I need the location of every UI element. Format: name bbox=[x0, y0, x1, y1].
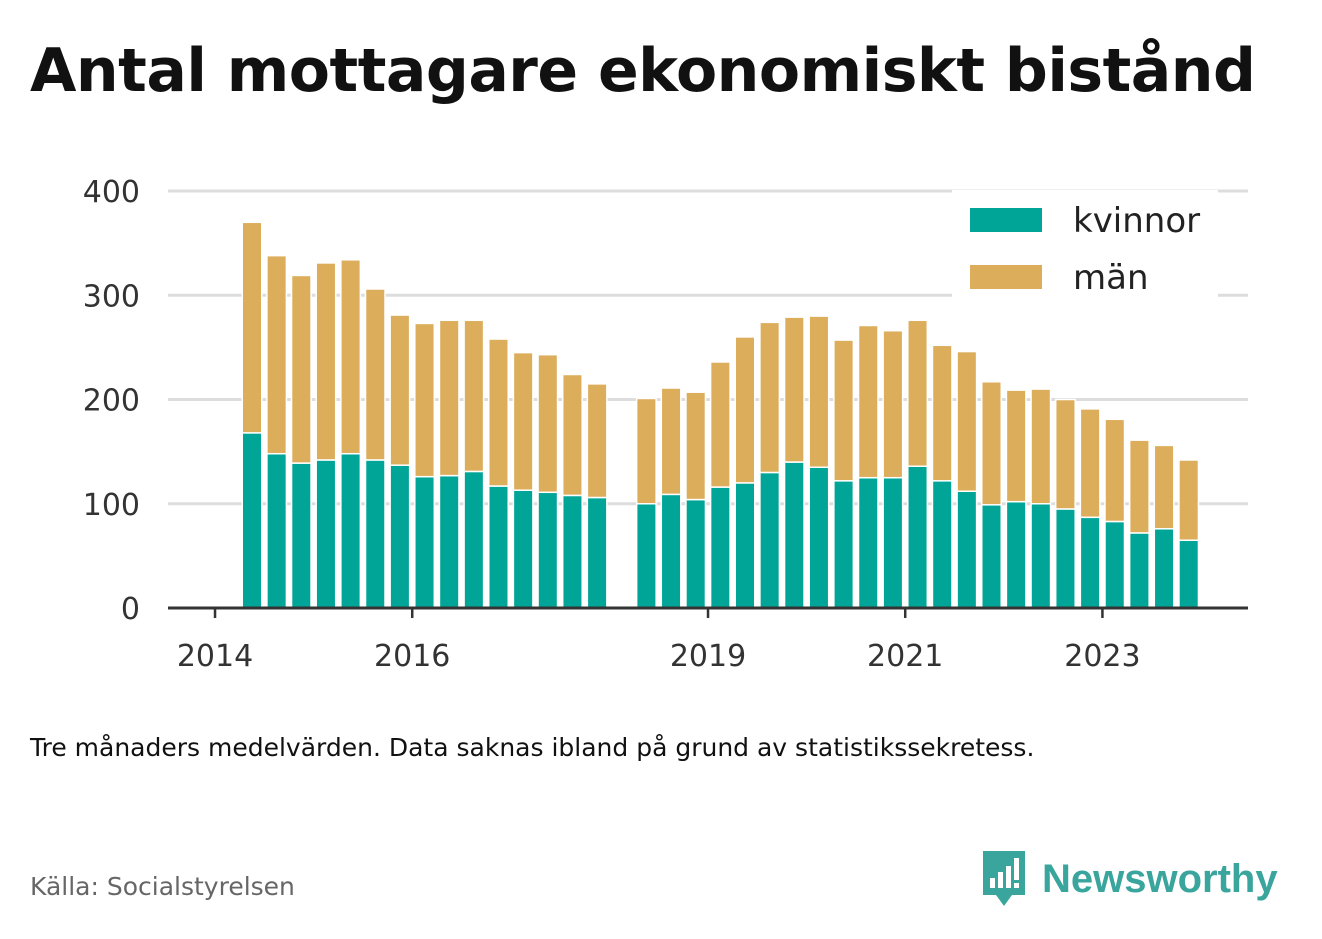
bar-kvinnor bbox=[537, 491, 559, 609]
y-tick-label: 200 bbox=[83, 384, 140, 419]
bar-kvinnor bbox=[857, 476, 879, 609]
bar-man bbox=[709, 361, 731, 488]
x-tick-label: 2016 bbox=[374, 639, 450, 674]
bar-man bbox=[266, 254, 288, 455]
bar-kvinnor bbox=[488, 485, 509, 609]
bar-man bbox=[586, 383, 608, 499]
bar-kvinnor bbox=[1079, 516, 1101, 609]
bar-man bbox=[241, 221, 263, 434]
bar-man bbox=[414, 322, 436, 478]
bar-kvinnor bbox=[290, 462, 312, 609]
bar-man bbox=[512, 351, 534, 491]
bar-man bbox=[882, 329, 904, 479]
bar-man bbox=[833, 339, 855, 482]
bar-kvinnor bbox=[1128, 532, 1150, 609]
bar-man bbox=[783, 316, 805, 463]
x-tick-label: 2019 bbox=[670, 639, 746, 674]
bar-kvinnor bbox=[759, 471, 781, 609]
bar-kvinnor bbox=[1054, 508, 1076, 609]
bar-man bbox=[364, 288, 386, 461]
bar-kvinnor bbox=[241, 432, 263, 609]
bar-kvinnor bbox=[1178, 539, 1200, 609]
bar-kvinnor bbox=[389, 464, 411, 609]
bar-man bbox=[389, 314, 411, 466]
bar-kvinnor bbox=[1104, 520, 1126, 609]
bar-man bbox=[1128, 439, 1150, 534]
newsworthy-logo-icon bbox=[983, 851, 1025, 906]
bar-kvinnor bbox=[660, 493, 682, 609]
bar-man bbox=[438, 319, 460, 477]
bar-kvinnor bbox=[340, 452, 362, 609]
bar-man bbox=[1054, 398, 1076, 510]
y-tick-label: 300 bbox=[83, 279, 140, 314]
bar-man bbox=[488, 338, 509, 487]
y-tick-label: 0 bbox=[121, 592, 140, 627]
bar-man bbox=[685, 391, 707, 501]
bar-man bbox=[635, 397, 657, 505]
legend-swatch-man bbox=[970, 265, 1042, 289]
bar-kvinnor bbox=[586, 496, 608, 609]
bar-kvinnor bbox=[956, 490, 978, 609]
bar-kvinnor bbox=[1153, 528, 1175, 609]
y-tick-label: 400 bbox=[83, 175, 140, 210]
brand-name: Newsworthy bbox=[1042, 856, 1278, 901]
y-tick-label: 100 bbox=[83, 488, 140, 523]
bar-man bbox=[1178, 459, 1200, 541]
bar-man bbox=[734, 336, 756, 484]
bar-man bbox=[1030, 388, 1052, 505]
bar-kvinnor bbox=[783, 461, 805, 609]
chart-note: Tre månaders medelvärden. Data saknas ib… bbox=[30, 733, 1035, 762]
bar-man bbox=[981, 381, 1002, 506]
bar-man bbox=[956, 350, 978, 492]
bar-kvinnor bbox=[734, 482, 756, 609]
bar-kvinnor bbox=[561, 494, 583, 609]
bar-kvinnor bbox=[315, 459, 337, 609]
bar-man bbox=[537, 353, 559, 494]
bar-man bbox=[1079, 408, 1101, 519]
bar-kvinnor bbox=[808, 466, 830, 609]
bar-man bbox=[561, 373, 583, 497]
axes: 0 100 200 300 400 2014 2016 2019 2021 2023 bbox=[83, 175, 1248, 674]
bar-man bbox=[660, 387, 682, 496]
bar-kvinnor bbox=[266, 452, 288, 609]
bar-kvinnor bbox=[1030, 503, 1052, 609]
bar-kvinnor bbox=[414, 475, 436, 609]
bar-man bbox=[1153, 444, 1175, 530]
bar-man bbox=[907, 319, 929, 467]
bar-kvinnor bbox=[709, 486, 731, 609]
bar-man bbox=[857, 324, 879, 479]
bar-kvinnor bbox=[882, 476, 904, 609]
legend: kvinnor män bbox=[952, 190, 1218, 298]
bar-man bbox=[931, 344, 953, 482]
bar-kvinnor bbox=[685, 498, 707, 609]
source-text: Källa: Socialstyrelsen bbox=[30, 872, 295, 901]
bar-kvinnor bbox=[364, 459, 386, 609]
bar-man bbox=[340, 259, 362, 455]
brand-logo[interactable]: Newsworthy bbox=[980, 848, 1278, 910]
chart-title: Antal mottagare ekonomiskt bistånd bbox=[30, 36, 1256, 106]
bar-kvinnor bbox=[463, 470, 485, 609]
bar-kvinnor bbox=[438, 474, 460, 609]
x-tick-label: 2023 bbox=[1064, 639, 1140, 674]
bar-man bbox=[808, 315, 830, 469]
x-tick-label: 2021 bbox=[867, 639, 943, 674]
legend-label-man: män bbox=[1073, 258, 1149, 298]
bar-kvinnor bbox=[635, 503, 657, 609]
bar-man bbox=[463, 319, 485, 473]
bar-kvinnor bbox=[833, 480, 855, 609]
bar-kvinnor bbox=[1005, 500, 1027, 609]
bar-man bbox=[1005, 389, 1027, 503]
bar-man bbox=[290, 274, 312, 464]
bar-kvinnor bbox=[931, 480, 953, 609]
x-tick-label: 2014 bbox=[177, 639, 253, 674]
bar-kvinnor bbox=[512, 489, 534, 609]
bar-man bbox=[759, 321, 781, 474]
legend-label-kvinnor: kvinnor bbox=[1073, 201, 1200, 241]
bar-kvinnor bbox=[981, 504, 1002, 609]
bar-man bbox=[315, 262, 337, 461]
legend-swatch-kvinnor bbox=[970, 208, 1042, 232]
bar-man bbox=[1104, 418, 1126, 523]
bar-kvinnor bbox=[907, 465, 929, 609]
